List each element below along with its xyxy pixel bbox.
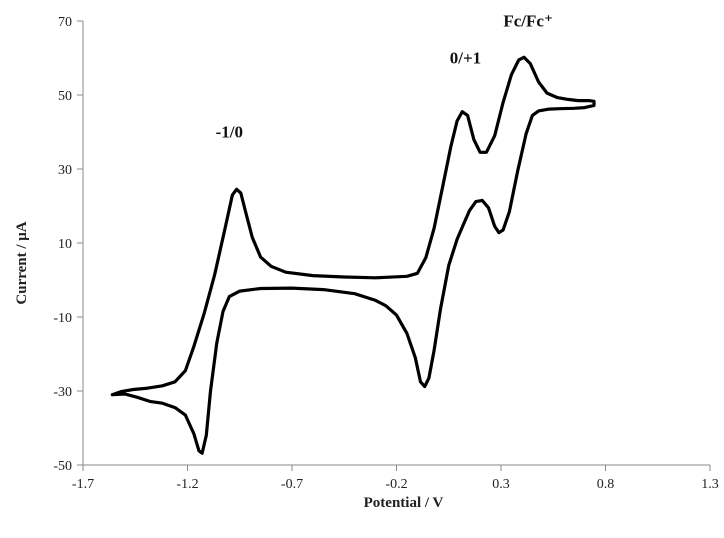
peak-annotation: Fc/Fc⁺ bbox=[503, 12, 553, 31]
x-tick-label: 0.3 bbox=[492, 477, 510, 492]
y-tick-label: -10 bbox=[53, 311, 72, 326]
series-layer bbox=[110, 55, 596, 455]
x-ticks: -1.7 -1.2 -0.7 -0.2 0.3 0.8 1.3 bbox=[72, 465, 719, 492]
axes-layer bbox=[82, 21, 710, 466]
annotations-layer: -1/0 0/+1 Fc/Fc⁺ bbox=[216, 12, 553, 142]
x-tick-label: 0.8 bbox=[597, 477, 615, 492]
y-ticks: 70 50 30 10 -10 -30 -50 bbox=[53, 15, 83, 474]
y-tick-label: 70 bbox=[58, 15, 72, 30]
x-axis-title: Potential / V bbox=[364, 495, 444, 511]
y-tick-label: 10 bbox=[58, 237, 72, 252]
peak-annotation: 0/+1 bbox=[450, 49, 481, 68]
y-tick-label: -50 bbox=[53, 459, 72, 474]
x-tick-label: -0.2 bbox=[385, 477, 407, 492]
cv-curve-line bbox=[110, 55, 596, 455]
x-tick-label: 1.3 bbox=[701, 477, 719, 492]
y-tick-label: -30 bbox=[53, 385, 72, 400]
x-tick-label: -1.7 bbox=[72, 477, 94, 492]
x-tick-label: -0.7 bbox=[281, 477, 303, 492]
peak-annotation: -1/0 bbox=[216, 123, 243, 142]
y-tick-label: 30 bbox=[58, 163, 72, 178]
x-tick-label: -1.2 bbox=[176, 477, 198, 492]
y-tick-label: 50 bbox=[58, 89, 72, 104]
y-axis-title: Current / μA bbox=[14, 221, 30, 304]
